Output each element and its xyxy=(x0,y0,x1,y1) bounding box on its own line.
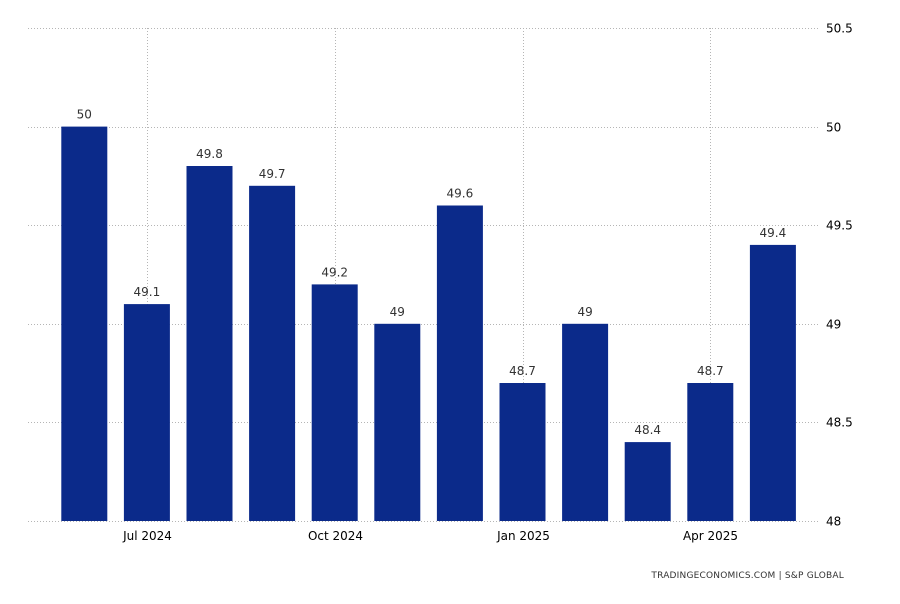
data-label: 48.7 xyxy=(697,364,724,378)
data-label: 48.4 xyxy=(634,423,661,437)
source-label: TRADINGECONOMICS.COM | S&P GLOBAL xyxy=(651,571,844,581)
data-label: 49.2 xyxy=(321,265,348,279)
bar xyxy=(311,284,358,521)
bar xyxy=(562,323,609,521)
bar xyxy=(61,126,108,521)
data-label: 48.7 xyxy=(509,364,536,378)
bar xyxy=(186,166,233,521)
bar xyxy=(249,185,296,522)
y-tick-label: 50.5 xyxy=(826,22,853,36)
bar xyxy=(436,205,483,521)
data-label: 49.4 xyxy=(760,226,787,240)
data-label: 49.6 xyxy=(447,187,474,201)
y-tick-label: 49 xyxy=(826,318,841,332)
bar xyxy=(123,304,170,521)
data-label: 49.1 xyxy=(134,285,161,299)
data-label: 49 xyxy=(577,305,592,319)
data-label-layer: 50 49.1 49.8 49.7 49.2 49 49.6 48.7 49 48.4 48.7 49… xyxy=(77,108,787,438)
y-tick-label: 48 xyxy=(826,515,841,529)
data-label: 49.7 xyxy=(259,167,286,181)
bar xyxy=(687,383,734,521)
x-tick-label: Jan 2025 xyxy=(496,529,550,543)
bar-layer xyxy=(61,126,796,522)
x-tick-label: Apr 2025 xyxy=(683,529,738,543)
y-axis: 48 48.5 49 49.5 50 50.5 xyxy=(826,22,853,529)
x-tick-label: Oct 2024 xyxy=(308,529,363,543)
x-tick-label: Jul 2024 xyxy=(122,529,172,543)
data-label: 49 xyxy=(390,305,405,319)
data-label: 49.8 xyxy=(196,147,223,161)
y-tick-label: 49.5 xyxy=(826,219,853,233)
bar xyxy=(749,244,796,521)
data-label: 50 xyxy=(77,108,92,122)
y-tick-label: 50 xyxy=(826,121,841,135)
y-tick-label: 48.5 xyxy=(826,416,853,430)
bar xyxy=(499,383,546,521)
bar xyxy=(624,442,671,521)
bar xyxy=(374,323,421,521)
x-axis: Jul 2024 Oct 2024 Jan 2025 Apr 2025 xyxy=(122,529,738,543)
